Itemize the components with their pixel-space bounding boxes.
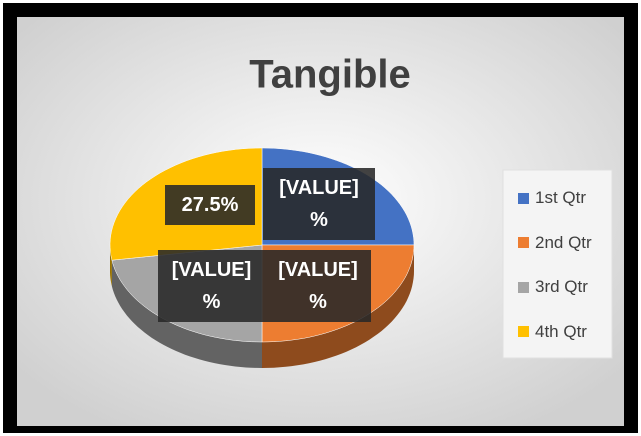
legend-label: 2nd Qtr <box>535 232 592 252</box>
pie-side <box>111 260 263 368</box>
legend-swatch <box>518 237 529 248</box>
legend-item: 2nd Qtr <box>518 233 592 253</box>
chart-title: Tangible <box>249 53 410 97</box>
data-label: [VALUE] % <box>265 250 371 322</box>
pie-side <box>262 245 414 368</box>
legend-item: 1st Qtr <box>518 188 586 208</box>
data-label: 27.5% <box>165 185 255 225</box>
data-label: [VALUE] % <box>158 250 265 322</box>
legend-label: 3rd Qtr <box>535 277 588 296</box>
legend-swatch <box>518 326 529 337</box>
legend-swatch <box>518 192 529 204</box>
legend-swatch <box>518 281 529 293</box>
legend-item: 4th Qtr <box>518 322 587 342</box>
legend-label: 4th Qtr <box>535 321 587 341</box>
data-label: [VALUE] % <box>263 168 375 240</box>
pie-side <box>110 245 112 287</box>
legend-item: 3rd Qtr <box>518 277 588 297</box>
legend-label: 1st Qtr <box>535 188 587 207</box>
